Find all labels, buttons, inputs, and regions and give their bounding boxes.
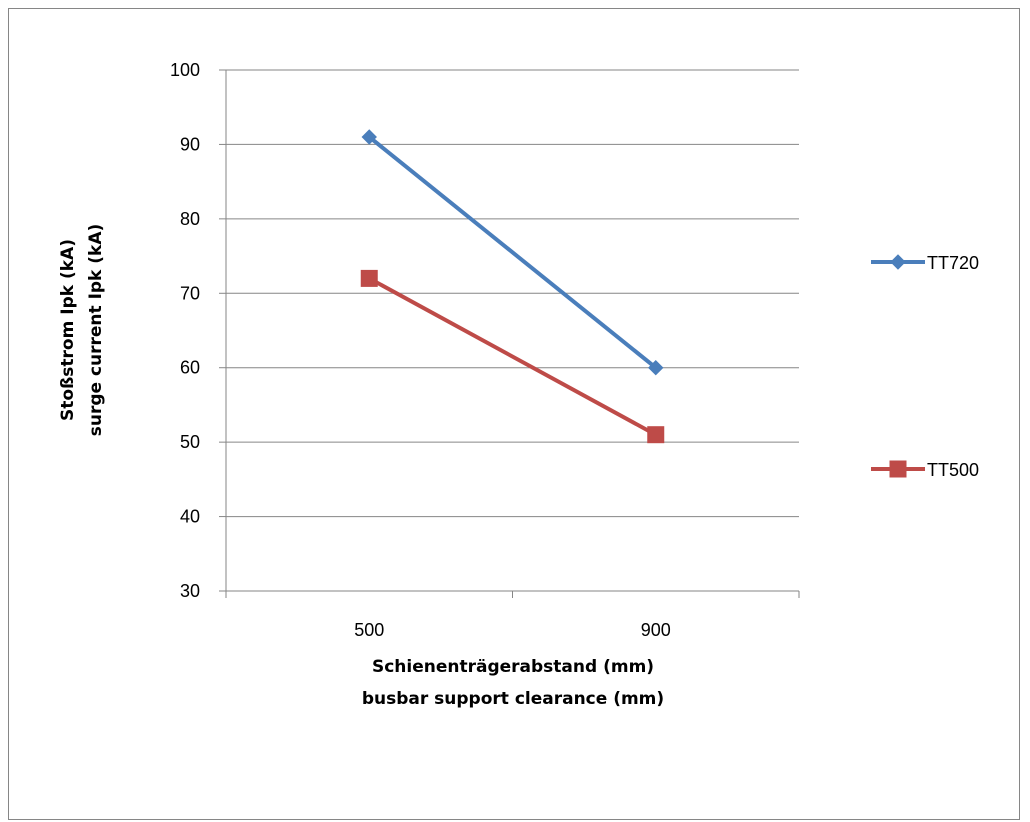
legend-item-TT720: TT720 bbox=[871, 253, 979, 273]
y-tick-label-80: 80 bbox=[180, 209, 200, 229]
legend: TT720 TT500 bbox=[871, 253, 979, 480]
series-line-TT500 bbox=[368, 276, 657, 437]
data-point-TT500-500 bbox=[360, 269, 378, 287]
x-axis-title-line-1: Schienenträgerabstand (mm) bbox=[372, 657, 654, 677]
data-point-TT720-900 bbox=[648, 360, 664, 376]
chart-area bbox=[8, 8, 1020, 820]
series-TT720 bbox=[361, 129, 664, 376]
series-TT500 bbox=[360, 269, 665, 444]
gridlines bbox=[226, 69, 799, 518]
x-tick-label-900: 900 bbox=[641, 620, 671, 640]
y-tick-label-70: 70 bbox=[180, 283, 200, 303]
legend-marker-TT500 bbox=[889, 460, 907, 478]
y-tick-label-60: 60 bbox=[180, 358, 200, 378]
legend-label-TT500: TT500 bbox=[927, 460, 979, 480]
y-tick-label-90: 90 bbox=[180, 134, 200, 154]
y-tick-label-50: 50 bbox=[180, 432, 200, 452]
data-point-TT500-900 bbox=[647, 426, 665, 444]
x-tick-label-500: 500 bbox=[354, 620, 384, 640]
series-line-TT720 bbox=[367, 135, 658, 370]
legend-label-TT720: TT720 bbox=[927, 253, 979, 273]
x-axis-ticks: 500 900 bbox=[225, 591, 800, 640]
legend-marker-TT720 bbox=[890, 254, 906, 270]
y-axis-ticks: 30 40 50 60 70 80 90 100 bbox=[170, 60, 226, 601]
legend-item-TT500: TT500 bbox=[871, 460, 979, 480]
data-point-TT720-500 bbox=[361, 129, 377, 145]
axes bbox=[225, 70, 799, 592]
y-axis-title-line-1: Stoßstrom Ipk (kA) bbox=[58, 239, 78, 421]
x-axis-title-line-2: busbar support clearance (mm) bbox=[362, 689, 664, 709]
y-axis-title-line-2: surge current Ipk (kA) bbox=[86, 224, 106, 437]
series-layer bbox=[360, 129, 665, 444]
y-tick-label-30: 30 bbox=[180, 581, 200, 601]
y-tick-label-40: 40 bbox=[180, 507, 200, 527]
y-tick-label-100: 100 bbox=[170, 60, 200, 80]
